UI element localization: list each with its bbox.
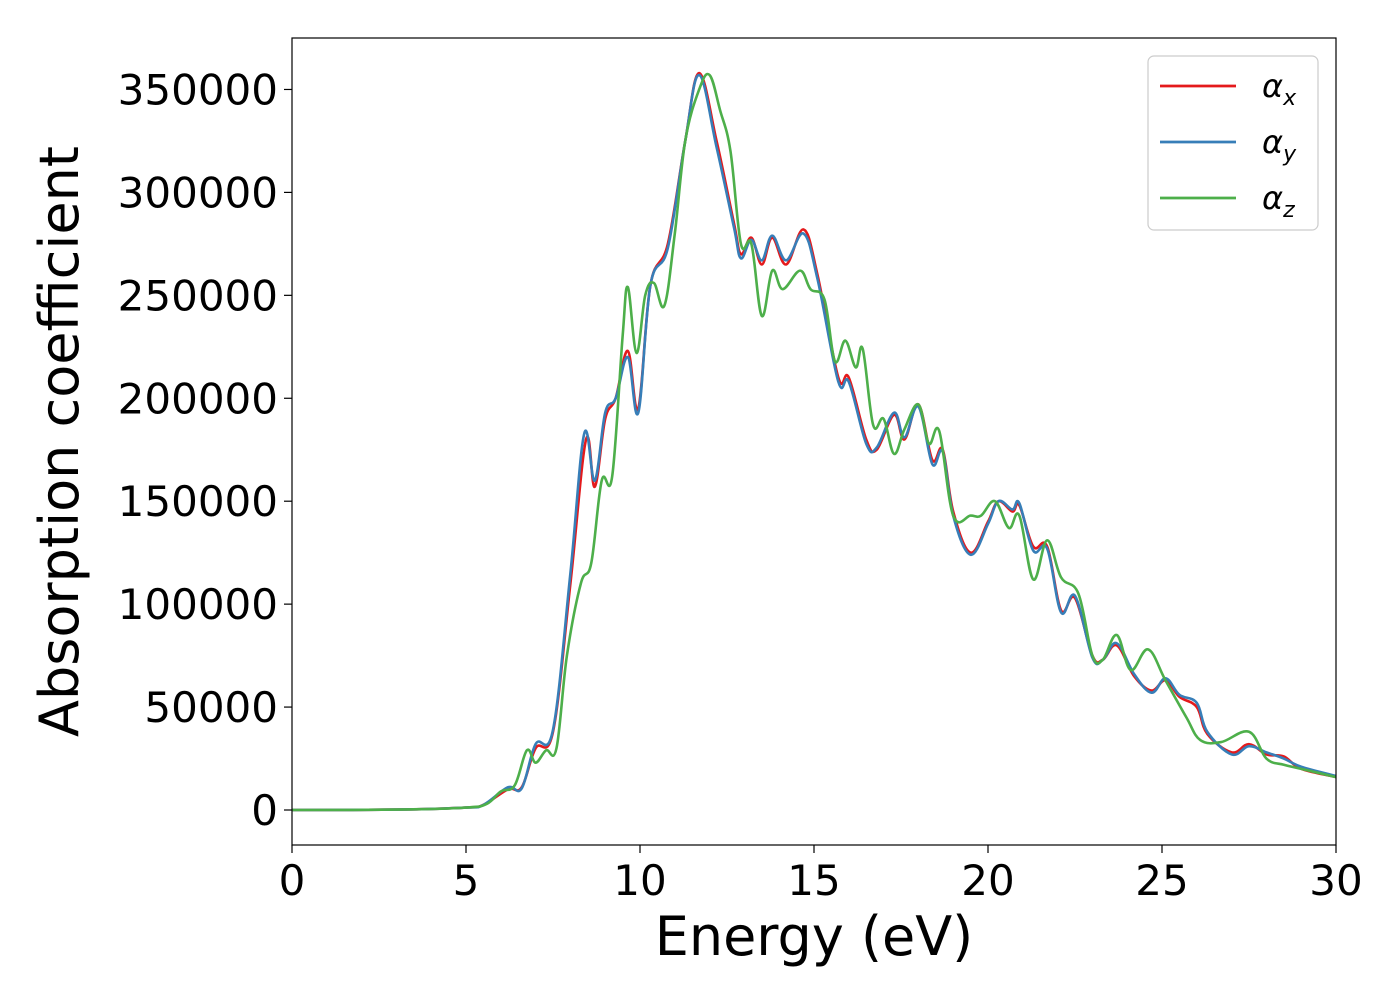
- x-axis-title: Energy (eV): [655, 905, 974, 968]
- x-tick-label: 20: [961, 856, 1014, 905]
- x-axis: 0 5 10 15 20 25 30: [279, 845, 1363, 905]
- y-tick-label: 300000: [118, 168, 278, 217]
- x-tick-label: 5: [453, 856, 480, 905]
- x-tick-label: 0: [279, 856, 306, 905]
- y-tick-label: 250000: [118, 271, 278, 320]
- y-tick-label: 100000: [118, 580, 278, 629]
- x-tick-label: 25: [1135, 856, 1188, 905]
- series-line-z: [292, 72, 1336, 812]
- series-line-y: [292, 73, 1336, 812]
- y-tick-label: 200000: [118, 374, 278, 423]
- y-axis-title: Absorption coefficient: [28, 146, 91, 737]
- y-tick-label: 0: [251, 786, 278, 835]
- y-tick-label: 350000: [118, 65, 278, 114]
- x-tick-label: 10: [613, 856, 666, 905]
- y-tick-label: 150000: [118, 477, 278, 526]
- x-tick-label: 30: [1309, 856, 1362, 905]
- x-tick-label: 15: [787, 856, 840, 905]
- series-lines: [292, 71, 1336, 812]
- y-tick-label: 50000: [144, 683, 278, 732]
- y-axis: 0 50000 100000 150000 200000 250000 300000 3500…: [118, 65, 292, 835]
